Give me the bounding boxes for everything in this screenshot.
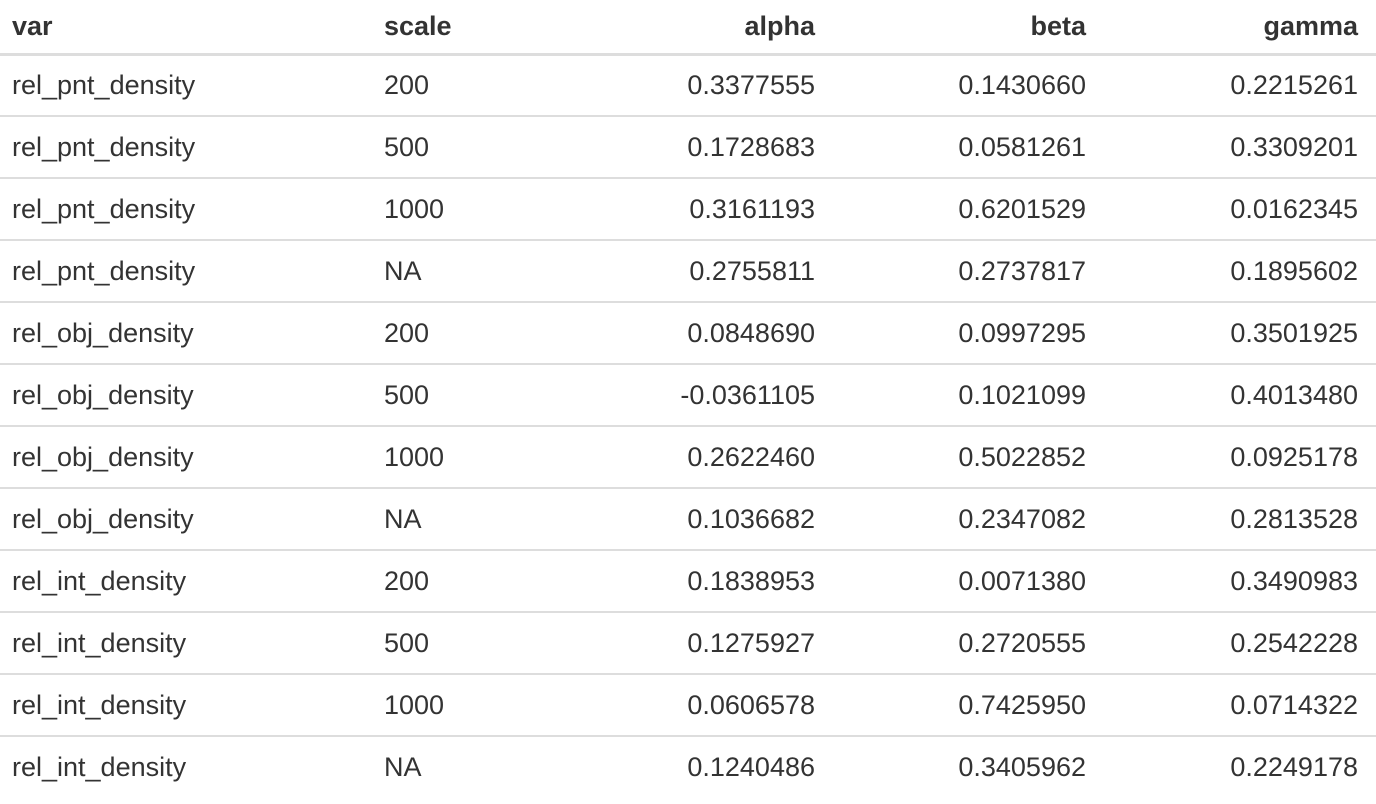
- cell-beta: 0.6201529: [833, 178, 1104, 241]
- cell-beta: 0.7425950: [833, 674, 1104, 737]
- cell-gamma: 0.3501925: [1104, 302, 1376, 365]
- header-var: var: [0, 0, 372, 56]
- header-row: var scale alpha beta gamma: [0, 0, 1376, 56]
- table-row: rel_obj_density 200 0.0848690 0.0997295 0.35…: [0, 302, 1376, 365]
- cell-alpha: 0.1240486: [687, 752, 815, 782]
- cell-beta: 0.2720555: [833, 612, 1104, 675]
- header-beta: beta: [833, 0, 1104, 56]
- cell-beta: 0.0581261: [833, 116, 1104, 179]
- table-row: rel_int_density 500 0.1275927 0.2720555 0.25…: [0, 612, 1376, 675]
- cell-beta: 0.2737817: [833, 240, 1104, 303]
- cell-var: rel_pnt_density: [0, 240, 372, 303]
- cell-scale: NA: [372, 240, 572, 303]
- cell-gamma: 0.2542228: [1104, 612, 1376, 675]
- table-row: rel_int_density NA 0.1240486 0.3405962 0.224…: [0, 736, 1376, 798]
- cell-gamma: 0.4013480: [1104, 364, 1376, 427]
- cell-alpha: 0.3161193: [572, 178, 833, 241]
- cell-var: rel_pnt_density: [0, 54, 372, 117]
- cell-gamma: 0.2249178: [1230, 752, 1358, 782]
- cell-scale: 200: [372, 302, 572, 365]
- cell-scale: NA: [372, 488, 572, 551]
- table-row: rel_int_density 1000 0.0606578 0.7425950 0.0…: [0, 674, 1376, 737]
- cell-var: rel_pnt_density: [0, 116, 372, 179]
- table-body: rel_pnt_density 200 0.3377555 0.1430660 0.22…: [0, 54, 1376, 798]
- header-alpha: alpha: [572, 0, 833, 56]
- table-row: rel_int_density 200 0.1838953 0.0071380 0.34…: [0, 550, 1376, 613]
- cell-var: rel_obj_density: [0, 488, 372, 551]
- cell-beta: 0.3405962: [958, 752, 1086, 782]
- table-row: rel_pnt_density NA 0.2755811 0.2737817 0.189…: [0, 240, 1376, 303]
- table-row: rel_obj_density NA 0.1036682 0.2347082 0.281…: [0, 488, 1376, 551]
- cell-var: rel_pnt_density: [0, 178, 372, 241]
- cell-alpha: 0.0606578: [572, 674, 833, 737]
- table-row: rel_pnt_density 1000 0.3161193 0.6201529 0.0…: [0, 178, 1376, 241]
- cell-var: rel_int_density: [12, 752, 187, 782]
- table-row: rel_obj_density 1000 0.2622460 0.5022852 0.0…: [0, 426, 1376, 489]
- cell-gamma: 0.1895602: [1104, 240, 1376, 303]
- cell-alpha: -0.0361105: [572, 364, 833, 427]
- cell-gamma: 0.0925178: [1104, 426, 1376, 489]
- cell-alpha: 0.2622460: [572, 426, 833, 489]
- cell-scale: 200: [372, 54, 572, 117]
- cell-gamma: 0.3490983: [1104, 550, 1376, 613]
- cell-var: rel_int_density: [0, 550, 372, 613]
- cell-scale: 500: [372, 116, 572, 179]
- cell-alpha: 0.0848690: [572, 302, 833, 365]
- cell-alpha: 0.1838953: [572, 550, 833, 613]
- table-row: rel_pnt_density 500 0.1728683 0.0581261 0.33…: [0, 116, 1376, 179]
- cell-gamma: 0.3309201: [1104, 116, 1376, 179]
- table-row: rel_obj_density 500 -0.0361105 0.1021099 0.4…: [0, 364, 1376, 427]
- cell-alpha: 0.3377555: [572, 54, 833, 117]
- cell-gamma: 0.2215261: [1104, 54, 1376, 117]
- table-header: var scale alpha beta gamma: [0, 0, 1376, 56]
- cell-var: rel_obj_density: [0, 364, 372, 427]
- cell-gamma: 0.0162345: [1104, 178, 1376, 241]
- cell-alpha: 0.1036682: [572, 488, 833, 551]
- cell-beta: 0.5022852: [833, 426, 1104, 489]
- cell-var: rel_int_density: [0, 612, 372, 675]
- cell-beta: 0.0071380: [833, 550, 1104, 613]
- cell-beta: 0.0997295: [833, 302, 1104, 365]
- cell-alpha: 0.1275927: [572, 612, 833, 675]
- table-row: rel_pnt_density 200 0.3377555 0.1430660 0.22…: [0, 54, 1376, 117]
- cell-var: rel_obj_density: [0, 426, 372, 489]
- cell-beta: 0.1021099: [833, 364, 1104, 427]
- cell-scale: 200: [372, 550, 572, 613]
- cell-beta: 0.2347082: [833, 488, 1104, 551]
- cell-scale: 1000: [372, 178, 572, 241]
- header-gamma: gamma: [1104, 0, 1376, 56]
- cell-var: rel_int_density: [0, 674, 372, 737]
- cell-scale: NA: [384, 752, 422, 782]
- cell-var: rel_obj_density: [0, 302, 372, 365]
- header-scale: scale: [372, 0, 572, 56]
- cell-gamma: 0.0714322: [1104, 674, 1376, 737]
- cell-scale: 1000: [372, 674, 572, 737]
- cell-scale: 500: [372, 612, 572, 675]
- cell-gamma: 0.2813528: [1104, 488, 1376, 551]
- cell-alpha: 0.2755811: [572, 240, 833, 303]
- cell-alpha: 0.1728683: [572, 116, 833, 179]
- cell-beta: 0.1430660: [833, 54, 1104, 117]
- cell-scale: 1000: [372, 426, 572, 489]
- cell-scale: 500: [372, 364, 572, 427]
